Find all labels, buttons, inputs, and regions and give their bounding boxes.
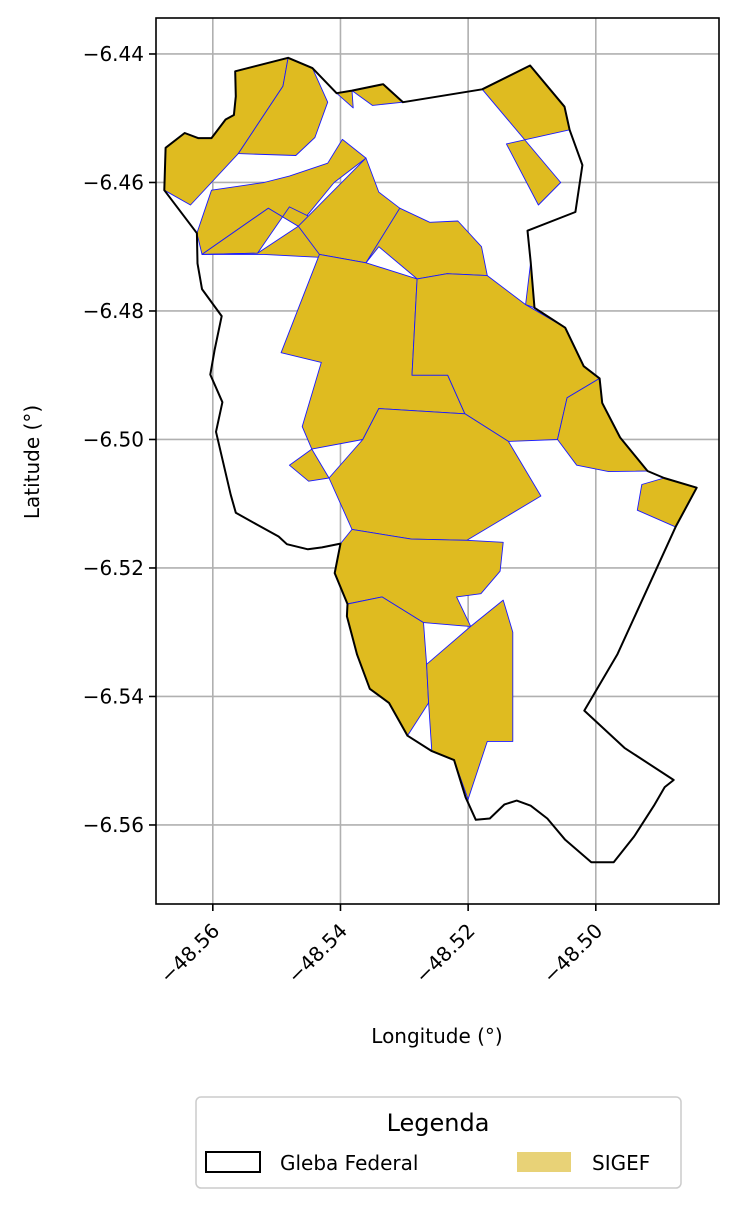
sigef-parcel [237,57,329,156]
plot-frame [155,17,720,905]
y-tick-label: −6.46 [83,170,144,194]
y-tick-label: −6.50 [83,427,144,451]
y-axis-ticks: −6.44 −6.46 −6.48 −6.50 −6.52 −6.54 −6.56 [83,42,156,837]
y-tick-label: −6.54 [83,684,144,708]
y-tick-label: −6.48 [83,299,144,323]
x-axis-label: Longitude (°) [371,1024,502,1048]
legend-sigef-swatch [517,1152,571,1172]
gleba-federal-outline [163,56,698,864]
y-tick-label: −6.52 [83,556,144,580]
y-tick-label: −6.56 [83,813,144,837]
legend-sigef-label: SIGEF [592,1151,650,1175]
sigef-layer [163,57,698,800]
gleba-federal-layer [163,56,698,864]
y-tick-label: −6.44 [83,42,144,66]
legend-title: Legenda [387,1109,490,1137]
sigef-parcel [426,599,514,800]
legend: Legenda Gleba Federal SIGEF [195,1096,682,1189]
y-axis-label: Latitude (°) [20,405,44,519]
legend-gleba-swatch [205,1151,261,1173]
sigef-parcel [328,408,542,541]
legend-gleba-label: Gleba Federal [280,1151,418,1175]
sigef-parcel [288,448,330,482]
